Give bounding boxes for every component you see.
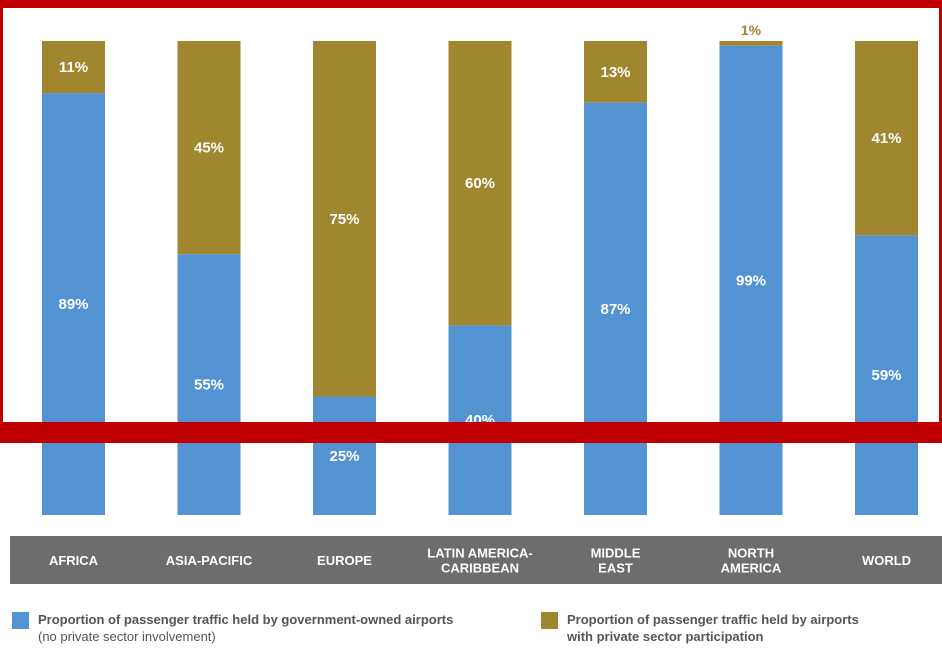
- bar-government-segment: [584, 102, 647, 516]
- data-label-government: 55%: [194, 377, 224, 394]
- bar-private-segment: [719, 41, 783, 46]
- legend-swatch-government: [12, 612, 29, 629]
- category-tick-label: WORLD: [862, 553, 911, 568]
- data-label-government: 25%: [329, 448, 359, 465]
- category-tick-label: MIDDLE: [591, 546, 641, 561]
- category-tick-label: ASIA-PACIFIC: [166, 553, 253, 568]
- category-tick-label: CARIBBEAN: [441, 561, 519, 576]
- bar-private-segment: [313, 41, 376, 397]
- bar-private-segment: [448, 41, 512, 326]
- data-label-private: 41%: [871, 130, 901, 147]
- category-tick-label: NORTH: [728, 546, 774, 561]
- bar-government-segment: [313, 396, 376, 515]
- data-label-private: 75%: [329, 211, 359, 228]
- bar-government-segment: [42, 93, 105, 515]
- data-label-government: 99%: [736, 272, 766, 289]
- bar-private-segment: [855, 41, 918, 236]
- data-label-private: 1%: [741, 22, 762, 38]
- data-label-government: 59%: [871, 367, 901, 384]
- category-tick-label: LATIN AMERICA-: [427, 546, 532, 561]
- legend-label-private: Proportion of passenger traffic held by …: [567, 612, 859, 627]
- legend-private-participation: Proportion of passenger traffic held by …: [541, 611, 859, 651]
- category-tick-label: AMERICA: [721, 561, 782, 576]
- legend-swatch-private: [541, 612, 558, 629]
- bar-government-segment: [855, 235, 918, 515]
- category-tick-label: AFRICA: [49, 553, 99, 568]
- bar-government-segment: [177, 254, 241, 516]
- category-tick-label: EAST: [598, 561, 633, 576]
- legend-note-government: (no private sector involvement): [38, 629, 216, 644]
- legend-note-private: with private sector participation: [567, 629, 764, 644]
- bar-private-segment: [177, 41, 241, 255]
- category-axis-band: [10, 536, 942, 584]
- data-label-private: 60%: [465, 175, 495, 192]
- legend-label-government: Proportion of passenger traffic held by …: [38, 612, 454, 627]
- data-label-government: 87%: [600, 301, 630, 318]
- data-label-private: 11%: [59, 59, 88, 76]
- category-tick-label: EUROPE: [317, 553, 372, 568]
- data-label-private: 13%: [600, 64, 630, 81]
- highlight-underline: [0, 425, 942, 443]
- data-label-private: 45%: [194, 140, 224, 157]
- data-label-government: 89%: [58, 296, 88, 313]
- bar-government-segment: [448, 325, 512, 515]
- legend-government-owned: Proportion of passenger traffic held by …: [12, 611, 453, 651]
- bar-private-segment: [42, 41, 105, 94]
- bar-private-segment: [584, 41, 647, 103]
